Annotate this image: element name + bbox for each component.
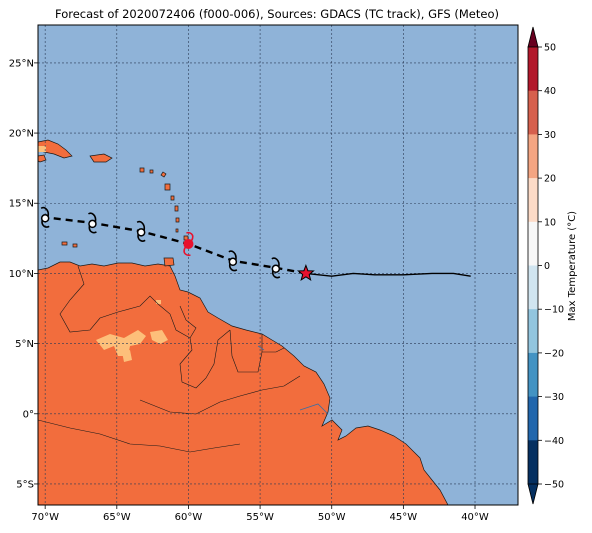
- colorbar-segment: [528, 90, 538, 135]
- colorbar-tick-label: 40: [544, 86, 556, 97]
- south-america-landmass: [38, 261, 449, 505]
- hurricane-symbol-icon: [183, 238, 194, 249]
- longitude-tick-label: 60°W: [175, 512, 203, 523]
- colorbar-segment: [528, 265, 538, 310]
- hurricane-symbol-arm: [186, 231, 194, 242]
- antilles-island: [139, 167, 145, 173]
- tropical-storm-symbol-arm: [228, 250, 237, 260]
- hurricane-symbol-arm: [183, 246, 191, 256]
- land-layer: [38, 139, 449, 505]
- colorbar-tick-label: 50: [544, 43, 556, 54]
- latitude-tick-label: 10°N: [9, 269, 34, 280]
- colorbar-tick-label: −30: [544, 392, 564, 403]
- colorbar-segment: [528, 440, 538, 485]
- cyclone-track: [40, 206, 471, 282]
- past-track-line: [305, 272, 471, 277]
- latitude-tick-label: 20°N: [9, 129, 34, 140]
- longitude-tick-label: 40°W: [461, 512, 489, 523]
- latitude-tick-label: 25°N: [9, 58, 34, 69]
- antilles-island: [160, 171, 167, 178]
- colorbar-segment: [528, 309, 538, 354]
- colorbar-segment: [528, 221, 538, 266]
- warm-temperature-patches: [38, 146, 168, 362]
- colorbar-tick-label: 0: [544, 261, 550, 272]
- antilles-island: [174, 205, 179, 212]
- colorbar-tick-label: 20: [544, 174, 556, 185]
- warm-patch: [122, 350, 132, 362]
- colorbar-tick-label: −20: [544, 348, 564, 359]
- colorbar-extend-max: [527, 26, 539, 48]
- tropical-storm-symbol-icon: [40, 214, 50, 223]
- colorbar-extend-min: [527, 483, 539, 505]
- warm-patch: [150, 330, 168, 344]
- warm-patch: [38, 146, 46, 152]
- warm-patch: [96, 330, 146, 356]
- longitude-tick-label: 45°W: [390, 512, 418, 523]
- tropical-storm-symbol-arm: [136, 220, 146, 231]
- longitude-tick-label: 65°W: [103, 512, 131, 523]
- graticule: [38, 25, 518, 505]
- temperature-colorbar: 50 40 30 20 10 0 −10 −20 −30 −40 −50: [527, 26, 564, 505]
- colorbar-segment: [528, 134, 538, 179]
- tropical-storm-symbol-icon: [136, 228, 146, 237]
- trinidad-island: [163, 257, 175, 267]
- longitude-tick-label: 55°W: [246, 512, 274, 523]
- antilles-island: [175, 217, 180, 223]
- warm-patch: [156, 300, 161, 304]
- tropical-storm-symbol-icon: [228, 257, 238, 267]
- latitude-tick-label: 15°N: [9, 199, 34, 210]
- tropical-storm-symbol-arm: [271, 257, 280, 267]
- colorbar-tick-label: 30: [544, 130, 556, 141]
- colorbar-segment: [528, 47, 538, 92]
- colorbar-label: Max Temperature (°C): [567, 211, 578, 321]
- longitude-tick-label: 50°W: [318, 512, 346, 523]
- tropical-storm-symbol-icon: [271, 264, 281, 274]
- colorbar-tick-label: −40: [544, 436, 564, 447]
- latitude-tick-label: 5°N: [15, 339, 34, 350]
- antilles-island: [170, 195, 175, 201]
- latitude-tick-label: 5°S: [16, 479, 34, 490]
- figure-title: Forecast of 2020072406 (f000-006), Sourc…: [55, 7, 499, 21]
- tropical-storm-symbol-arm: [41, 220, 50, 228]
- map-frame: [37, 24, 519, 506]
- antilles-island: [164, 183, 171, 191]
- current-position-star-icon: [296, 263, 315, 282]
- latitude-axis: 25°N 20°N 15°N 10°N 5°N 0° 5°S: [9, 58, 38, 490]
- colorbar-tick-label: −50: [544, 480, 564, 491]
- abc-island: [61, 241, 68, 246]
- antilles-island: [175, 228, 179, 233]
- tropical-storm-symbol-arm: [271, 270, 281, 279]
- tropical-storm-symbol-arm: [40, 206, 50, 217]
- tropical-storm-symbol-arm: [88, 225, 97, 234]
- colorbar-tick-label: 10: [544, 217, 556, 228]
- hispaniola-island: [38, 154, 47, 163]
- country-borders: [38, 265, 301, 453]
- colorbar-segment: [528, 396, 538, 441]
- latitude-tick-label: 0°: [23, 409, 34, 420]
- colorbar-segment: [528, 352, 538, 398]
- longitude-axis: 70°W 65°W 60°W 55°W 50°W 45°W 40°W: [31, 505, 489, 523]
- tropical-storm-symbol-icon: [88, 219, 97, 229]
- puerto-rico-island: [89, 153, 113, 163]
- forecast-position-markers: [40, 206, 281, 279]
- tropical-storm-symbol-arm: [228, 263, 238, 272]
- abc-island: [72, 243, 78, 248]
- colorbar-segment: [528, 178, 538, 223]
- map-area: [38, 25, 518, 505]
- colorbar-tick-label: −10: [544, 305, 564, 316]
- longitude-tick-label: 70°W: [31, 512, 59, 523]
- tropical-storm-symbol-arm: [88, 212, 97, 223]
- antilles-island: [149, 169, 154, 174]
- tropical-storm-symbol-arm: [137, 234, 146, 242]
- rivers: [257, 345, 329, 415]
